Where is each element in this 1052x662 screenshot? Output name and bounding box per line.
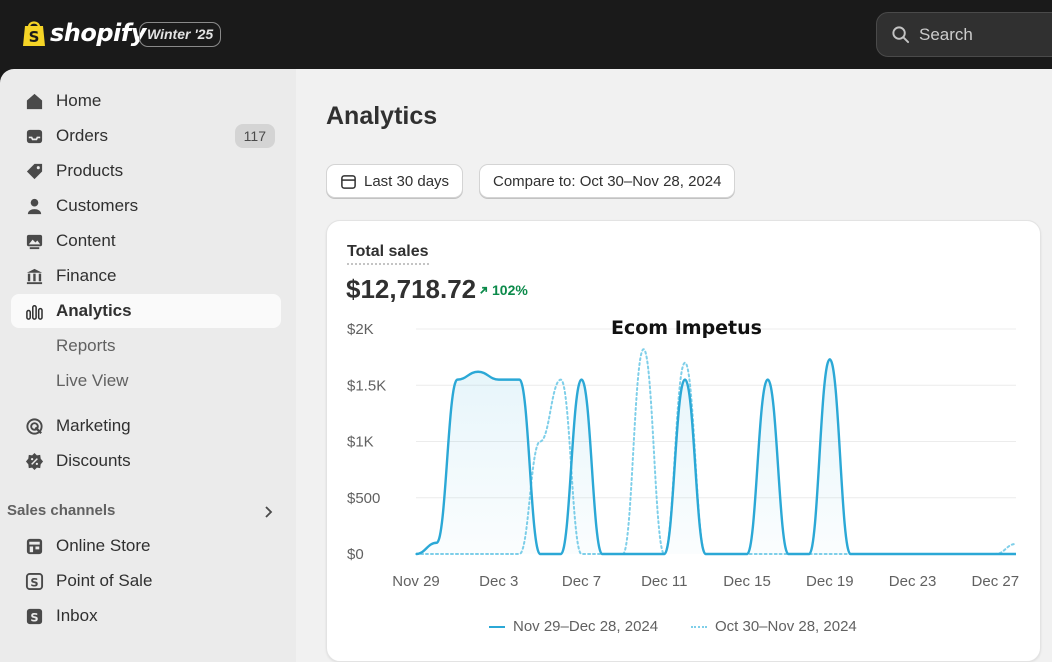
search-placeholder: Search [919,24,973,44]
legend-item-current[interactable]: Nov 29–Dec 28, 2024 [489,618,658,635]
total-sales-card: Total sales $12,718.72 102% $2K $1.5K $1K $… [326,220,1041,662]
chart-legend: Nov 29–Dec 28, 2024 Oct 30–Nov 28, 2024 [327,618,1042,640]
sidebar-item-label: Orders [56,126,108,145]
y-tick-label: $1.5K [347,377,386,394]
compare-label: Compare to: Oct 30–Nov 28, 2024 [493,172,722,190]
x-tick-label: Dec 23 [889,573,937,590]
sidebar-item-label: Marketing [56,416,131,435]
sidebar-item-label: Content [56,231,116,250]
sidebar-item-point-of-sale[interactable]: S Point of Sale [11,564,281,598]
sidebar-item-label: Discounts [56,451,131,470]
bank-icon [24,266,44,286]
top-bar: S shopify Winter '25 Search [0,0,1052,69]
sidebar-item-orders[interactable]: Orders 117 [11,119,281,153]
sidebar-item-label: Reports [56,336,116,355]
sidebar-item-label: Point of Sale [56,571,153,590]
sales-channels-header[interactable]: Sales channels [7,502,282,524]
search-bar[interactable]: Search [876,12,1052,57]
image-icon [24,231,44,251]
sidebar-item-home[interactable]: Home [11,84,281,118]
metric-label[interactable]: Total sales [347,243,429,265]
sidebar-item-label: Finance [56,266,117,285]
sidebar-item-customers[interactable]: Customers [11,189,281,223]
metric-value: $12,718.72 [346,274,477,304]
sidebar-item-label: Home [56,91,102,110]
series-line-current [415,358,1016,556]
legend-item-previous[interactable]: Oct 30–Nov 28, 2024 [691,618,857,635]
chat-icon: S [24,606,44,626]
target-icon [24,416,44,436]
date-range-label: Last 30 days [364,172,450,190]
brand-name: shopify [50,19,146,47]
svg-text:S: S [29,28,40,46]
sidebar-item-marketing[interactable]: Marketing [11,409,281,443]
pos-icon: S [24,571,44,591]
legend-label-current: Nov 29–Dec 28, 2024 [513,618,659,635]
sales-channels-label: Sales channels [7,502,116,519]
x-tick-label: Dec 11 [641,573,687,590]
x-tick-label: Dec 3 [479,573,518,590]
compare-button[interactable]: Compare to: Oct 30–Nov 28, 2024 [479,164,736,198]
arrow-up-right-icon [480,286,488,294]
sales-line-chart: $2K $1.5K $1K $500 $0 Nov 29 Dec 3 Dec 7 Dec 11 D… [347,321,1020,590]
svg-text:S: S [30,575,38,589]
store-icon [24,536,44,556]
sidebar-item-content[interactable]: Content [11,224,281,258]
sidebar-item-reports[interactable]: Reports [11,329,281,363]
metric-change-value: 102% [492,282,528,298]
x-tick-label: Dec 27 [972,573,1020,590]
watermark-text: Ecom Impetus [611,317,762,339]
sidebar-item-label: Live View [56,371,129,390]
series-area-current [416,359,1016,554]
sidebar-item-label: Customers [56,196,139,215]
y-tick-label: $0 [347,546,364,563]
sidebar-item-finance[interactable]: Finance [11,259,281,293]
sidebar: Home Orders 117 Products Customers Conte… [0,69,296,662]
legend-label-previous: Oct 30–Nov 28, 2024 [715,618,857,635]
metric-change: 102% [478,282,528,298]
sidebar-item-analytics[interactable]: Analytics [11,294,281,328]
y-tick-label: $2K [347,321,374,338]
sidebar-item-products[interactable]: Products [11,154,281,188]
sidebar-item-inbox[interactable]: S Inbox [11,599,281,633]
sidebar-item-online-store[interactable]: Online Store [11,529,281,563]
shopping-bag-logo-icon: S [23,21,45,46]
sidebar-item-discounts[interactable]: Discounts [11,444,281,478]
sidebar-item-label: Online Store [56,536,151,555]
discount-icon [24,451,44,471]
x-tick-label: Dec 19 [806,573,854,590]
page-title: Analytics [326,102,438,130]
x-tick-label: Dec 15 [723,573,771,590]
sidebar-item-label: Inbox [56,606,98,625]
person-icon [24,196,44,216]
orders-count-badge: 117 [234,124,275,148]
date-range-button[interactable]: Last 30 days [326,164,464,198]
search-icon [892,26,910,44]
bar-chart-icon [24,301,44,321]
sidebar-item-label: Analytics [56,301,132,320]
home-icon [24,91,44,111]
tag-icon [24,161,44,181]
shopify-logo[interactable]: S shopify [22,19,146,47]
x-tick-label: Dec 7 [562,573,601,590]
calendar-icon [341,174,356,189]
chevron-right-icon [265,506,273,518]
y-tick-label: $500 [347,490,380,507]
sidebar-item-live-view[interactable]: Live View [11,364,281,398]
svg-text:S: S [30,610,38,624]
legend-swatch-solid [489,625,505,628]
x-tick-label: Nov 29 [392,573,440,590]
inbox-tray-icon [24,126,44,146]
y-tick-label: $1K [347,434,374,451]
main-content: Analytics Last 30 days Compare to: Oct 3… [296,69,1052,662]
sidebar-item-label: Products [56,161,124,180]
edition-badge[interactable]: Winter '25 [139,22,222,47]
legend-swatch-dotted [691,625,707,628]
